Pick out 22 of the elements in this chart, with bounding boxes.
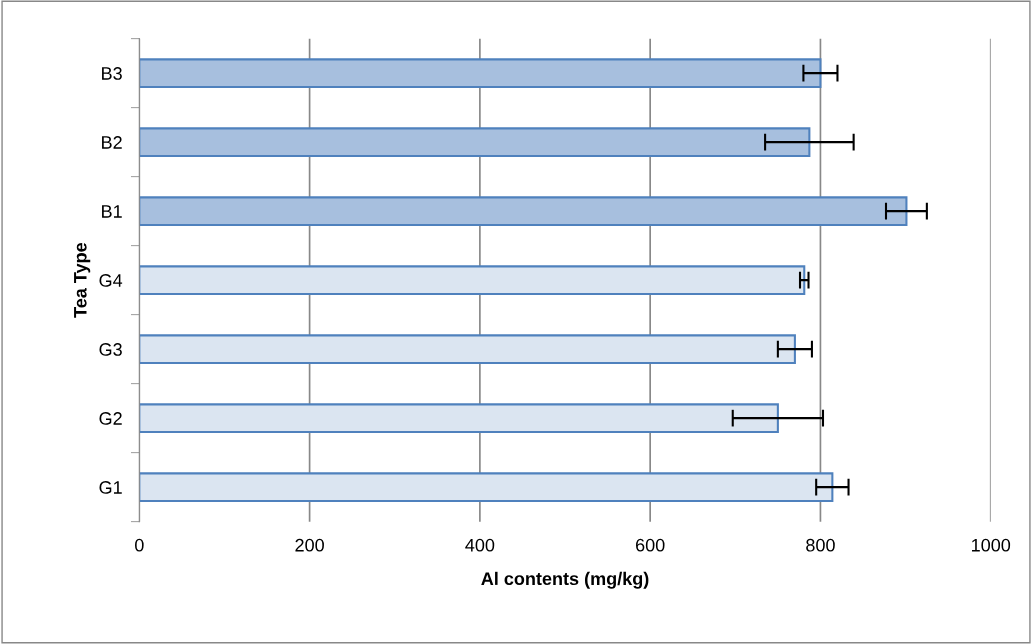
y-tick-label: B3	[102, 67, 122, 80]
y-tick-label: B2	[102, 136, 122, 149]
x-tick-label: 0	[135, 538, 144, 552]
bar	[139, 196, 908, 226]
y-axis-title: Tea Type	[74, 242, 91, 318]
bar	[139, 127, 811, 157]
y-tick-label: G2	[99, 412, 122, 425]
bar	[139, 58, 822, 88]
x-tick-label: 1000	[972, 538, 1011, 552]
x-tick-label: 600	[636, 538, 665, 552]
y-tick-label: B1	[102, 205, 122, 218]
x-axis-title: Al contents (mg/kg)	[481, 571, 649, 589]
x-tick-label: 800	[806, 538, 835, 552]
y-tick-label: G4	[99, 274, 123, 287]
x-tick-label: 200	[295, 538, 324, 552]
bar	[139, 472, 834, 502]
x-tick-label: 400	[465, 538, 495, 552]
y-tick-label: G3	[99, 343, 122, 356]
y-tick-label: G1	[99, 481, 122, 494]
bar	[139, 334, 796, 364]
bar	[139, 265, 806, 295]
bar	[139, 403, 779, 433]
